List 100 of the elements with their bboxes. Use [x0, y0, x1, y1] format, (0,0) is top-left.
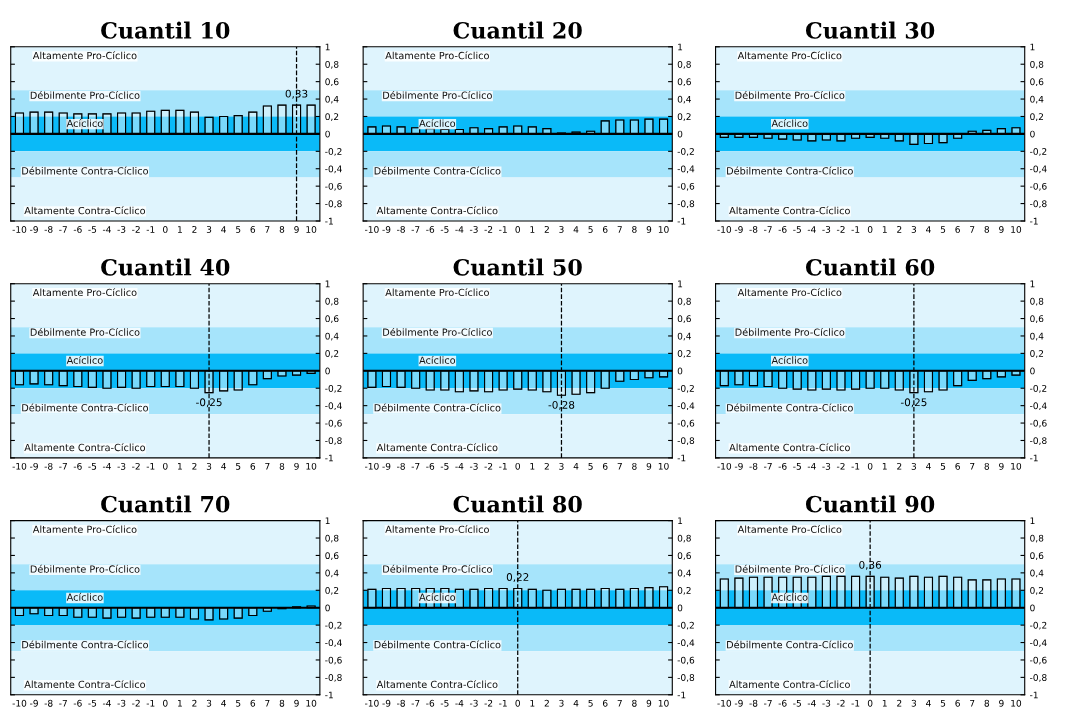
- x-tick-label: -2: [836, 462, 845, 470]
- x-tick-label: 5: [236, 699, 241, 707]
- y-tick-label: 0,4: [677, 332, 692, 341]
- x-tick-label: 4: [926, 226, 931, 233]
- band-label: Altamente Contra-Cíclico: [376, 206, 498, 215]
- y-tick-label: -0,4: [677, 165, 695, 174]
- x-tick-label: -10: [12, 226, 27, 233]
- band-label: Altamente Pro-Cíclico: [385, 525, 489, 534]
- band-label: Altamente Contra-Cíclico: [376, 680, 498, 689]
- x-tick-label: -9: [30, 226, 38, 233]
- x-tick-label: 6: [955, 462, 960, 470]
- x-tick-label: 9: [999, 226, 1004, 233]
- x-tick-label: -6: [426, 699, 435, 707]
- x-tick-label: -7: [411, 699, 420, 707]
- x-tick-label: 1: [530, 699, 535, 707]
- annotation: -0,25: [196, 398, 222, 408]
- x-tick-label: -1: [499, 226, 507, 233]
- x-tick-label: -7: [411, 463, 420, 470]
- y-tick-label: -0,2: [1030, 621, 1047, 630]
- x-tick-label: -1: [851, 699, 860, 707]
- x-tick-label: 8: [632, 699, 637, 707]
- x-tick-label: 4: [573, 463, 579, 470]
- band-label: Altamente Contra-Cíclico: [729, 680, 850, 689]
- x-tick-label: 10: [658, 226, 669, 233]
- x-tick-label: -10: [364, 699, 379, 707]
- x-tick-label: 9: [646, 226, 652, 233]
- x-tick-label: 0: [867, 226, 873, 233]
- y-tick-label: -0,4: [1030, 639, 1047, 648]
- x-tick-label: 1: [882, 699, 887, 707]
- x-tick-label: 10: [658, 699, 669, 707]
- band-label: Débilmente Pro-Cíclico: [30, 91, 140, 99]
- y-tick-label: -0,4: [325, 165, 342, 174]
- x-tick-label: 8: [984, 699, 990, 707]
- x-tick-label: 3: [911, 226, 917, 233]
- band-label: Altamente Contra-Cíclico: [729, 206, 850, 215]
- x-tick-label: 9: [294, 462, 299, 470]
- x-tick-label: -3: [117, 699, 126, 707]
- y-tick-label: 0,6: [677, 78, 691, 87]
- x-tick-label: -4: [102, 226, 111, 233]
- x-tick-label: -5: [440, 463, 449, 470]
- y-tick-label: 0,4: [677, 569, 692, 578]
- annotation: -0,28: [548, 400, 575, 410]
- x-tick-label: 1: [530, 463, 535, 470]
- x-tick-label: 0: [867, 462, 873, 470]
- band-label: Altamente Contra-Cíclico: [376, 443, 498, 452]
- y-tick-label: -0,4: [325, 402, 342, 411]
- band-label: Acíclico: [771, 592, 808, 601]
- x-tick-label: -7: [411, 226, 420, 233]
- y-tick-label: 0: [1030, 367, 1035, 375]
- band-label: Débilmente Pro-Cíclico: [30, 564, 140, 573]
- x-tick-label: -10: [364, 462, 379, 470]
- x-tick-label: -9: [382, 699, 391, 707]
- x-tick-label: 8: [632, 462, 637, 470]
- y-tick-label: -0,6: [325, 419, 342, 428]
- x-tick-label: -9: [734, 699, 743, 707]
- x-tick-label: -6: [73, 226, 82, 233]
- x-tick-label: 4: [573, 226, 579, 233]
- x-tick-label: -4: [455, 699, 464, 707]
- x-tick-label: 1: [178, 463, 182, 470]
- annotation: 0,36: [859, 560, 882, 570]
- y-tick-label: -0,8: [325, 200, 342, 209]
- x-tick-label: 7: [265, 226, 270, 233]
- x-tick-label: -9: [734, 462, 743, 470]
- y-tick-label: -0,8: [677, 200, 695, 209]
- y-tick-label: 0,8: [677, 60, 691, 69]
- x-tick-label: 1: [882, 226, 887, 233]
- y-tick-label: 1: [325, 517, 330, 525]
- band-label: Débilmente Contra-Cíclico: [727, 640, 853, 649]
- x-tick-label: -2: [484, 699, 493, 707]
- x-tick-label: 0: [163, 462, 168, 470]
- band-label: Débilmente Pro-Cíclico: [383, 564, 492, 573]
- x-tick-label: 8: [984, 226, 990, 233]
- x-tick-label: -5: [440, 226, 449, 233]
- x-tick-label: 10: [1011, 462, 1022, 470]
- x-tick-label: 2: [544, 462, 549, 470]
- y-tick-label: -0,2: [1030, 384, 1047, 393]
- band-label: Débilmente Contra-Cíclico: [727, 166, 853, 175]
- x-tick-label: -6: [73, 462, 82, 470]
- y-tick-label: -1: [677, 691, 686, 699]
- x-tick-label: 1: [178, 226, 182, 233]
- x-tick-label: -8: [397, 699, 405, 707]
- x-tick-label: 0: [515, 699, 520, 707]
- x-tick-label: 0: [163, 699, 168, 707]
- x-tick-label: 2: [544, 226, 549, 233]
- x-tick-label: -8: [749, 462, 758, 470]
- x-tick-label: 8: [279, 226, 285, 233]
- x-tick-label: 6: [250, 226, 256, 233]
- x-tick-label: -3: [822, 462, 831, 470]
- y-tick-label: 0,8: [325, 60, 339, 69]
- x-tick-label: 4: [926, 463, 931, 470]
- y-tick-label: -0,8: [677, 437, 695, 445]
- x-tick-label: 3: [206, 699, 212, 707]
- y-tick-label: 0,6: [1030, 315, 1044, 324]
- y-tick-label: 0,2: [325, 113, 339, 121]
- y-tick-label: 0,2: [677, 113, 691, 121]
- y-tick-label: -0,6: [1030, 656, 1047, 665]
- x-tick-label: -5: [440, 699, 449, 707]
- x-tick-label: 5: [588, 699, 593, 707]
- x-tick-label: 9: [999, 699, 1004, 707]
- x-tick-label: 8: [279, 699, 285, 707]
